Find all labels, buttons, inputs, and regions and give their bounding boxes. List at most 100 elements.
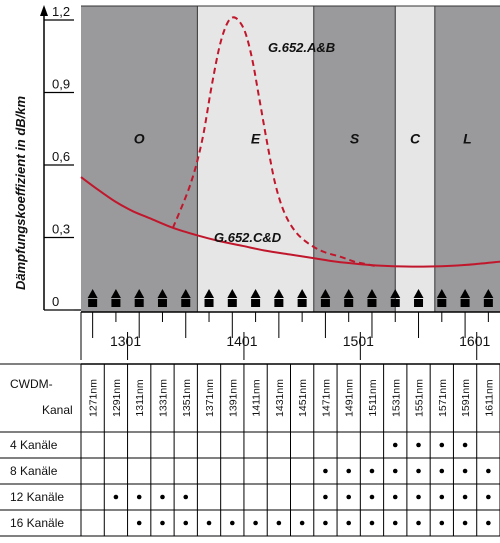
channel-dot [160, 520, 165, 526]
row-label: 8 Kanäle [10, 464, 58, 478]
marker-arrow [366, 289, 377, 298]
band-label-o: O [134, 130, 145, 146]
channel-marker [343, 289, 354, 307]
channel-marker [110, 289, 121, 307]
channel-dot [230, 520, 235, 526]
channel-dot [253, 520, 258, 526]
y-axis: 0 0,3 0,6 0,9 1,2 Dämpfungskoeffizient in dB/… [13, 4, 81, 311]
marker-arrow [460, 289, 471, 298]
y-tick-label: 0,3 [52, 222, 70, 237]
channel-dot [183, 520, 189, 526]
marker-arrow [343, 289, 354, 298]
y-tick-label: 1,2 [52, 4, 70, 19]
channel-dot [392, 520, 398, 526]
channel-dot [346, 494, 351, 500]
marker-square [274, 299, 284, 307]
channel-marker [483, 289, 494, 307]
x-tick-label: 1401 [226, 333, 257, 349]
channel-dot [439, 520, 445, 526]
channel-header: 1611nm [483, 379, 495, 416]
channel-dot [323, 468, 328, 474]
channel-header: 1431nm [274, 379, 286, 417]
x-tick-label: 1601 [459, 333, 490, 349]
channel-dot [392, 442, 398, 448]
channel-dot [113, 494, 119, 500]
marker-square [483, 299, 493, 307]
channel-dot [462, 494, 468, 500]
channel-marker [413, 289, 424, 307]
channel-marker [390, 289, 401, 307]
marker-arrow [413, 289, 424, 298]
channel-marker [204, 289, 215, 307]
channel-dot [439, 494, 445, 500]
marker-arrow [436, 289, 447, 298]
channel-dot [486, 494, 491, 500]
attenuation-curves: G.652.A&B G.652.C&D [80, 16, 500, 268]
table-header-label-line2: Kanal [42, 403, 73, 417]
channel-dot [136, 520, 142, 526]
channel-dot [462, 468, 468, 474]
channel-marker [297, 289, 308, 307]
band-e [197, 6, 314, 312]
band-o [81, 6, 198, 312]
y-tick-label: 0,6 [52, 149, 70, 164]
channel-header: 1591nm [460, 379, 472, 417]
channel-dot [416, 442, 421, 448]
band-label-e: E [251, 130, 261, 146]
curve-g652-ab [172, 16, 378, 268]
channel-marker [366, 289, 377, 307]
channel-dot [439, 468, 445, 474]
marker-arrow [134, 289, 145, 298]
marker-arrow [87, 289, 98, 298]
band-c [395, 6, 435, 312]
marker-arrow [390, 289, 401, 298]
row-label: 12 Kanäle [10, 490, 64, 504]
x-axis: 1301 1401 1501 1601 [80, 311, 500, 365]
x-tick-label: 1501 [343, 333, 374, 349]
channel-header: 1411nm [251, 379, 263, 416]
marker-arrow [204, 289, 215, 298]
channel-header: 1311nm [134, 379, 146, 416]
channel-dot [299, 520, 305, 526]
marker-square [157, 299, 167, 307]
y-axis-label: Dämpfungskoeffizient in dB/km [13, 96, 28, 290]
channel-header: 1571nm [437, 379, 449, 417]
channel-markers [87, 289, 494, 307]
channel-marker [227, 289, 238, 307]
channel-marker [320, 289, 331, 307]
marker-square [204, 299, 214, 307]
marker-arrow [483, 289, 494, 298]
band-label-c: C [410, 130, 421, 146]
marker-arrow [110, 289, 121, 298]
channel-dot [323, 494, 328, 500]
marker-arrow [157, 289, 168, 298]
cwdm-table: CWDM- Kanal 1271nm 1291nm 1311nm 1331nm 1351nm… [0, 363, 500, 537]
channel-marker [273, 289, 284, 307]
marker-square [297, 299, 307, 307]
channel-marker [460, 289, 471, 307]
channel-dot [369, 468, 375, 474]
channel-header: 1451nm [297, 379, 309, 417]
marker-square [344, 299, 354, 307]
channel-dot [369, 494, 375, 500]
marker-square [181, 299, 191, 307]
channel-dot [486, 520, 491, 526]
marker-square [134, 299, 144, 307]
channel-marker [250, 289, 261, 307]
channel-header: 1471nm [320, 379, 332, 417]
marker-square [390, 299, 400, 307]
channel-dot [392, 494, 398, 500]
channel-header: 1271nm [88, 379, 100, 417]
channel-dot [462, 520, 468, 526]
marker-arrow [180, 289, 191, 298]
marker-arrow [273, 289, 284, 298]
y-axis-arrow [40, 5, 48, 16]
band-label-s: S [350, 130, 360, 146]
marker-square [460, 299, 470, 307]
channel-dot [323, 520, 328, 526]
channel-dot [160, 494, 165, 500]
channel-dot [392, 468, 398, 474]
channel-dot [416, 520, 421, 526]
